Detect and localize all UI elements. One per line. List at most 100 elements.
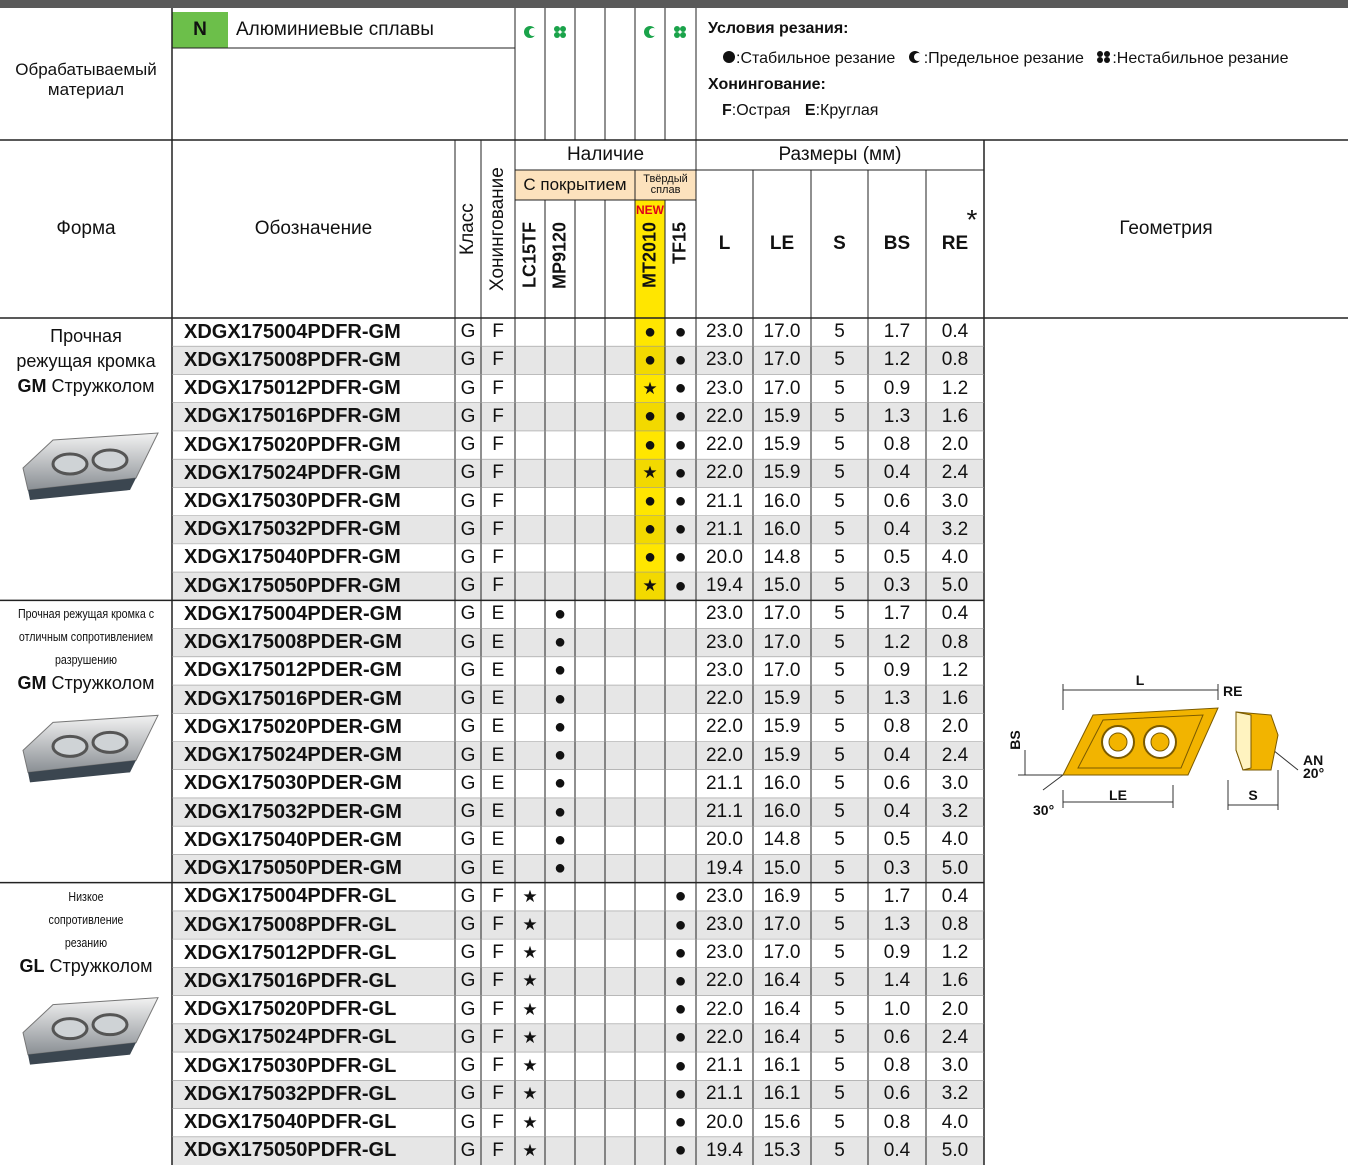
availability-mark: ● bbox=[643, 490, 657, 512]
rule bbox=[554, 26, 560, 32]
cell: G bbox=[460, 716, 476, 738]
cell: F bbox=[492, 518, 504, 540]
cell: G bbox=[460, 321, 476, 343]
cell: G bbox=[460, 772, 476, 794]
designation: XDGX175020PDFR-GL bbox=[184, 998, 397, 1021]
rule bbox=[635, 572, 665, 601]
rule bbox=[22, 714, 159, 783]
cell: 5 bbox=[834, 349, 845, 371]
cell: 5 bbox=[834, 829, 845, 851]
availability-mark: ● bbox=[643, 433, 657, 456]
cell: G bbox=[460, 744, 476, 766]
rule bbox=[172, 685, 984, 714]
availability-mark: ● bbox=[674, 574, 687, 597]
cell: 1.6 bbox=[941, 405, 969, 427]
rule bbox=[635, 346, 665, 375]
cell: 23.0 bbox=[706, 914, 743, 935]
geo-label: LE bbox=[1109, 787, 1127, 803]
cell: 0.5 bbox=[883, 829, 911, 851]
cell: 15.9 bbox=[763, 462, 801, 484]
cell: 16.0 bbox=[763, 518, 801, 540]
group-description: Низкое сопротивление резанию GL Стружколом bbox=[0, 885, 172, 979]
cell: 4.0 bbox=[941, 546, 969, 568]
cell: 15.6 bbox=[763, 1111, 801, 1133]
availability-mark: ● bbox=[674, 913, 687, 936]
rule bbox=[172, 572, 984, 601]
cell: 0.9 bbox=[883, 942, 911, 964]
availability-mark: ● bbox=[674, 433, 687, 456]
cell: 15.0 bbox=[763, 857, 801, 879]
geo-label: 20° bbox=[1303, 765, 1324, 781]
cell: G bbox=[460, 829, 476, 851]
cell: 0.5 bbox=[883, 546, 911, 568]
honing-title: Хонингование: bbox=[708, 76, 826, 93]
conditions-title: Условия резания: bbox=[708, 20, 849, 37]
cell: 19.4 bbox=[706, 575, 743, 597]
availability-mark: ★ bbox=[522, 999, 538, 1019]
rule bbox=[22, 997, 159, 1065]
column-header: С покрытием bbox=[523, 175, 627, 194]
designation: XDGX175008PDER-GM bbox=[184, 631, 402, 654]
availability-mark: ● bbox=[553, 631, 567, 654]
rule bbox=[635, 515, 665, 544]
designation: XDGX175050PDFR-GL bbox=[184, 1139, 397, 1162]
condition: :Предельное резание bbox=[923, 50, 1084, 67]
availability-mark: ★ bbox=[522, 1084, 538, 1104]
cell: 17.0 bbox=[763, 321, 801, 343]
grade: TF15 bbox=[669, 222, 690, 265]
rule bbox=[91, 1013, 129, 1037]
designation: XDGX175024PDFR-GL bbox=[184, 1026, 397, 1049]
cell: 22.0 bbox=[706, 405, 743, 427]
cell: F bbox=[492, 1055, 504, 1077]
rule bbox=[91, 730, 129, 754]
availability-mark: ★ bbox=[522, 886, 538, 906]
rule bbox=[635, 459, 665, 488]
designation: XDGX175004PDER-GM bbox=[184, 602, 402, 625]
rule bbox=[172, 628, 984, 657]
cell: 1.2 bbox=[883, 349, 911, 371]
cell: 5 bbox=[834, 462, 845, 484]
cell: 15.9 bbox=[763, 744, 801, 766]
cell: 4.0 bbox=[941, 1111, 969, 1133]
rule bbox=[674, 26, 680, 32]
cell: 17.0 bbox=[763, 377, 801, 399]
cell: 5 bbox=[834, 659, 845, 681]
chipbreaker-text: Стружколом bbox=[51, 376, 155, 396]
column-header: Хонингование bbox=[487, 167, 508, 291]
rule bbox=[28, 760, 136, 783]
cell: 1.4 bbox=[883, 970, 911, 992]
cell: 15.3 bbox=[763, 1139, 801, 1161]
limit-icon bbox=[908, 51, 922, 63]
availability-mark: ● bbox=[553, 744, 567, 767]
chipbreaker: GM Стружколом bbox=[0, 671, 172, 696]
grade: MT2010 bbox=[639, 222, 660, 289]
cell: 1.2 bbox=[883, 631, 911, 653]
cell: G bbox=[460, 490, 476, 512]
designation: XDGX175040PDFR-GL bbox=[184, 1111, 397, 1134]
cell: 15.9 bbox=[763, 716, 801, 738]
availability-mark: ● bbox=[553, 772, 567, 795]
cell: F bbox=[492, 1026, 504, 1048]
cell: 2.0 bbox=[941, 434, 969, 456]
cell: 1.7 bbox=[883, 885, 911, 907]
cell: F bbox=[492, 1139, 504, 1161]
rule bbox=[172, 741, 984, 770]
designation: XDGX175016PDFR-GL bbox=[184, 969, 397, 992]
geo-label: BS bbox=[1007, 730, 1023, 749]
cell: 5 bbox=[834, 970, 845, 992]
cell: 5 bbox=[834, 1083, 845, 1105]
column-header: Форма bbox=[56, 218, 116, 239]
availability-mark: ● bbox=[674, 998, 687, 1021]
column-header: Класс bbox=[457, 203, 478, 255]
rule bbox=[22, 432, 159, 491]
geo-label: 30° bbox=[1033, 802, 1054, 818]
cell: 0.6 bbox=[883, 1083, 911, 1105]
cell: 2.4 bbox=[941, 1026, 969, 1048]
cell: G bbox=[460, 659, 476, 681]
cell: 3.0 bbox=[941, 772, 969, 794]
cell: 21.1 bbox=[706, 1083, 743, 1105]
rule bbox=[91, 448, 129, 472]
cell: 16.1 bbox=[763, 1083, 801, 1105]
chipbreaker: GL Стружколом bbox=[0, 954, 172, 979]
rule bbox=[635, 200, 665, 318]
